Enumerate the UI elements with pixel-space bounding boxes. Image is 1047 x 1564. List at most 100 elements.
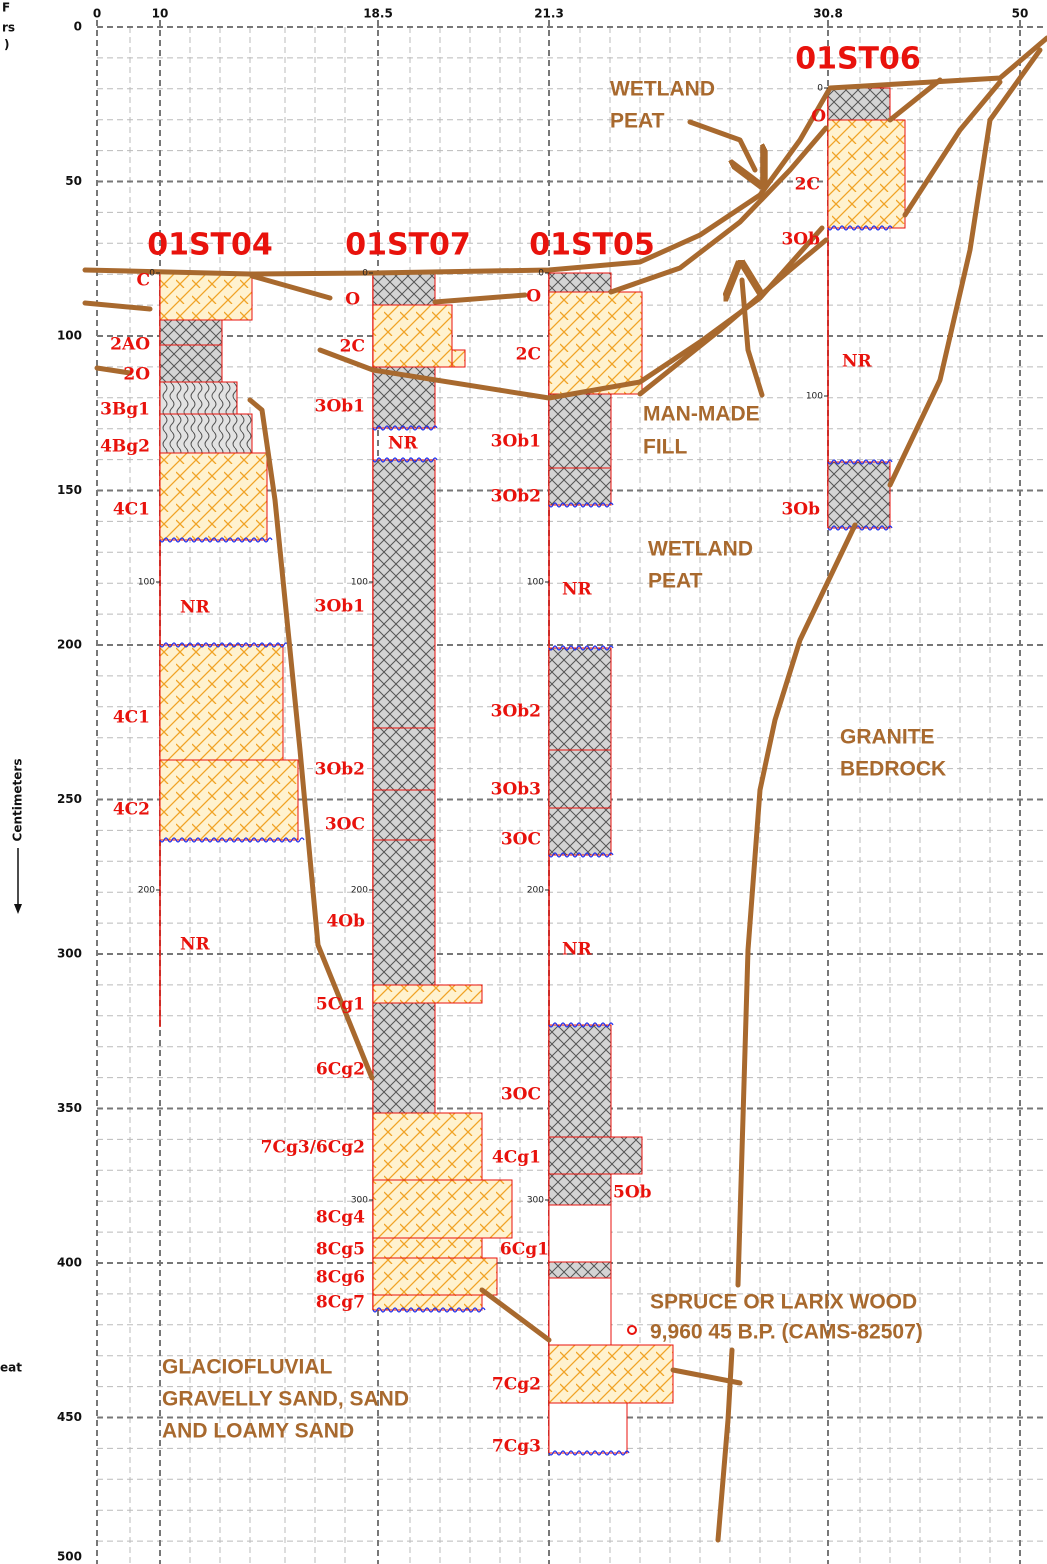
horizon-block: [160, 320, 222, 345]
horizon-block: [373, 1180, 512, 1238]
horizon-block: [549, 1345, 673, 1403]
core-title: 01ST04: [147, 228, 273, 263]
labels: 05010015020025030035040045050001018.521.…: [0, 1, 1028, 1564]
depth-tick-label: 200: [527, 886, 544, 896]
horizon-label: 7Cg3/6Cg2: [261, 1138, 365, 1158]
horizon-label: NR: [562, 940, 593, 960]
horizon-label: 8Cg4: [316, 1208, 365, 1228]
y-tick-label: 100: [57, 329, 82, 343]
annotation: BEDROCK: [840, 758, 946, 781]
x-tick-label: 30.8: [813, 7, 843, 21]
axis-label: Centimeters: [11, 759, 25, 842]
depth-tick-label: 100: [527, 578, 544, 588]
annotation: AND LOAMY SAND: [162, 1420, 354, 1443]
horizon-label: 3Ob1: [491, 432, 541, 452]
horizon-label: 2AO: [110, 335, 150, 355]
horizon-label: 7Cg2: [492, 1375, 541, 1395]
x-tick-label: 50: [1012, 7, 1029, 21]
horizon-block: [373, 1113, 482, 1180]
horizon-label: 3Ob2: [315, 760, 365, 780]
horizon-label: 3Ob: [781, 230, 820, 250]
y-tick-label: 0: [74, 20, 82, 34]
annotation: 9,960 45 B.P. (CAMS-82507): [650, 1321, 923, 1344]
depth-tick-label: 200: [351, 886, 368, 896]
horizon-block: [549, 750, 611, 808]
annotation: GLACIOFLUVIAL: [162, 1356, 332, 1379]
depth-tick-label: 300: [351, 1196, 368, 1206]
horizon-block: [160, 760, 298, 840]
annotation: PEAT: [610, 110, 665, 133]
horizon-label: O: [345, 290, 360, 310]
horizon-label: 3Ob: [781, 500, 820, 520]
x-tick-label: 0: [93, 7, 101, 21]
depth-tick-label: 300: [527, 1196, 544, 1206]
horizon-block: [549, 1025, 611, 1137]
annotation: GRAVELLY SAND, SAND: [162, 1388, 409, 1411]
horizon-block: [160, 414, 252, 453]
depth-tick-label: 100: [138, 578, 155, 588]
y-tick-label: 350: [57, 1101, 82, 1115]
horizon-label: 5Ob: [613, 1183, 652, 1203]
horizon-block: [373, 1258, 497, 1295]
horizon-block: [373, 1003, 435, 1113]
horizon-label: O: [526, 287, 541, 307]
clipped-text: eat: [0, 1361, 22, 1375]
annotation: MAN-MADE: [643, 403, 760, 426]
horizon-label: C: [136, 271, 150, 291]
horizon-label: NR: [562, 580, 593, 600]
sample-marker: [628, 1326, 636, 1334]
horizon-block: [373, 273, 435, 305]
horizon-block: [160, 273, 252, 320]
horizon-label: 4C2: [113, 800, 150, 820]
horizon-label: 3Bg1: [100, 400, 150, 420]
y-tick-label: 250: [57, 792, 82, 806]
horizon-label: 8Cg6: [316, 1268, 365, 1288]
depth-tick-label: 0: [538, 269, 544, 279]
horizon-label: 4C1: [113, 500, 150, 520]
horizon-block: [373, 790, 435, 840]
horizon-block: [549, 1174, 611, 1205]
horizon-label: 3Ob2: [491, 487, 541, 507]
horizon-label: 2C: [340, 337, 365, 357]
annotation: WETLAND: [610, 78, 715, 101]
x-tick-label: 18.5: [363, 7, 393, 21]
y-tick-label: 150: [57, 483, 82, 497]
horizon-block: [549, 394, 611, 468]
y-tick-label: 400: [57, 1256, 82, 1270]
clipped-text: ): [4, 38, 9, 52]
y-tick-label: 500: [57, 1550, 82, 1564]
horizon-label: 2C: [795, 175, 820, 195]
horizon-label: 5Cg1: [316, 995, 365, 1015]
y-tick-label: 450: [57, 1410, 82, 1424]
horizon-block: [549, 1137, 642, 1174]
horizon-label: NR: [388, 434, 419, 454]
depth-tick-label: 100: [351, 578, 368, 588]
clipped-text: F: [2, 1, 10, 15]
horizon-label: NR: [180, 935, 211, 955]
horizon-block: [373, 840, 435, 985]
horizon-label: 4Ob: [326, 912, 365, 932]
horizon-label: 3Ob2: [491, 702, 541, 722]
depth-tick-label: 0: [149, 269, 155, 279]
depth-arrow: [14, 848, 22, 914]
horizon-block: [549, 808, 611, 855]
annotation: SPRUCE OR LARIX WOOD: [650, 1291, 917, 1314]
horizon-label: 2O: [123, 365, 150, 385]
horizon-block: [373, 728, 435, 790]
y-tick-label: 200: [57, 638, 82, 652]
annotation: WETLAND: [648, 538, 753, 561]
y-tick-label: 50: [65, 174, 82, 188]
depth-tick-label: 0: [817, 84, 823, 94]
horizon-label: NR: [842, 352, 873, 372]
core-title: 01ST07: [345, 228, 471, 263]
horizon-block: [452, 350, 465, 367]
horizon-label: 4Bg2: [100, 437, 150, 457]
horizon-block: [549, 648, 611, 750]
horizon-block: [549, 292, 642, 394]
horizon-label: 3OC: [501, 1085, 541, 1105]
depth-tick-label: 0: [362, 269, 368, 279]
horizon-label: 3Ob1: [315, 597, 365, 617]
x-tick-label: 10: [152, 7, 169, 21]
horizon-label: 8Cg5: [316, 1240, 365, 1260]
horizon-block: [373, 460, 435, 728]
